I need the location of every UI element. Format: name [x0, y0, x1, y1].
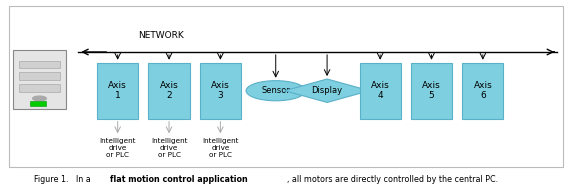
Text: Axis
2: Axis 2 — [160, 81, 178, 100]
Text: Axis
3: Axis 3 — [211, 81, 230, 100]
Circle shape — [246, 81, 305, 101]
Text: Axis
1: Axis 1 — [108, 81, 127, 100]
FancyBboxPatch shape — [30, 101, 46, 106]
Text: NETWORK: NETWORK — [138, 31, 184, 40]
Text: , all motors are directly controlled by the central PC.: , all motors are directly controlled by … — [287, 175, 498, 184]
Text: Figure 1.   In a: Figure 1. In a — [34, 175, 93, 184]
FancyBboxPatch shape — [149, 63, 189, 119]
Text: Axis
6: Axis 6 — [474, 81, 492, 100]
FancyBboxPatch shape — [9, 5, 563, 167]
FancyBboxPatch shape — [13, 50, 66, 109]
Text: Display: Display — [312, 86, 343, 95]
Text: flat motion control application: flat motion control application — [110, 175, 248, 184]
Text: Sensor: Sensor — [261, 86, 290, 95]
Text: Intelligent
drive
or PLC: Intelligent drive or PLC — [100, 138, 136, 158]
FancyBboxPatch shape — [97, 63, 138, 119]
FancyBboxPatch shape — [411, 63, 452, 119]
Circle shape — [33, 96, 46, 101]
FancyBboxPatch shape — [19, 72, 60, 80]
FancyBboxPatch shape — [462, 63, 503, 119]
FancyBboxPatch shape — [19, 84, 60, 92]
Text: Axis
5: Axis 5 — [422, 81, 441, 100]
FancyBboxPatch shape — [19, 61, 60, 68]
Text: Axis
4: Axis 4 — [371, 81, 390, 100]
Text: Intelligent
drive
or PLC: Intelligent drive or PLC — [202, 138, 239, 158]
Polygon shape — [285, 79, 370, 102]
FancyBboxPatch shape — [200, 63, 241, 119]
Text: Intelligent
drive
or PLC: Intelligent drive or PLC — [151, 138, 187, 158]
FancyBboxPatch shape — [360, 63, 401, 119]
